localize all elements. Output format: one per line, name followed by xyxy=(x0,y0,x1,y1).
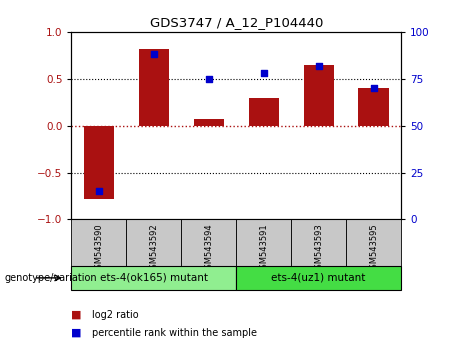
Point xyxy=(260,70,267,76)
Bar xyxy=(236,266,401,290)
Text: GSM543594: GSM543594 xyxy=(204,223,213,274)
Point xyxy=(315,63,322,68)
Text: GSM543591: GSM543591 xyxy=(259,223,268,274)
Bar xyxy=(248,98,279,126)
Bar xyxy=(346,219,401,266)
Text: ■: ■ xyxy=(71,310,82,320)
Point xyxy=(370,85,377,91)
Bar xyxy=(359,88,389,126)
Text: GSM543590: GSM543590 xyxy=(95,223,103,274)
Bar xyxy=(126,219,181,266)
Text: percentile rank within the sample: percentile rank within the sample xyxy=(92,328,257,338)
Point xyxy=(95,188,103,194)
Title: GDS3747 / A_12_P104440: GDS3747 / A_12_P104440 xyxy=(149,16,323,29)
Text: log2 ratio: log2 ratio xyxy=(92,310,139,320)
Text: ets-4(ok165) mutant: ets-4(ok165) mutant xyxy=(100,273,208,283)
Bar xyxy=(181,219,236,266)
Text: ■: ■ xyxy=(71,328,82,338)
Bar xyxy=(236,219,291,266)
Point xyxy=(205,76,213,81)
Bar xyxy=(303,65,334,126)
Text: genotype/variation: genotype/variation xyxy=(5,273,97,283)
Bar xyxy=(84,126,114,199)
Bar xyxy=(71,219,126,266)
Bar xyxy=(139,49,169,126)
Text: GSM543595: GSM543595 xyxy=(369,223,378,274)
Text: GSM543592: GSM543592 xyxy=(149,223,159,274)
Point xyxy=(150,52,158,57)
Bar xyxy=(291,219,346,266)
Text: GSM543593: GSM543593 xyxy=(314,223,323,274)
Bar xyxy=(71,266,236,290)
Bar xyxy=(194,119,224,126)
Text: ets-4(uz1) mutant: ets-4(uz1) mutant xyxy=(272,273,366,283)
